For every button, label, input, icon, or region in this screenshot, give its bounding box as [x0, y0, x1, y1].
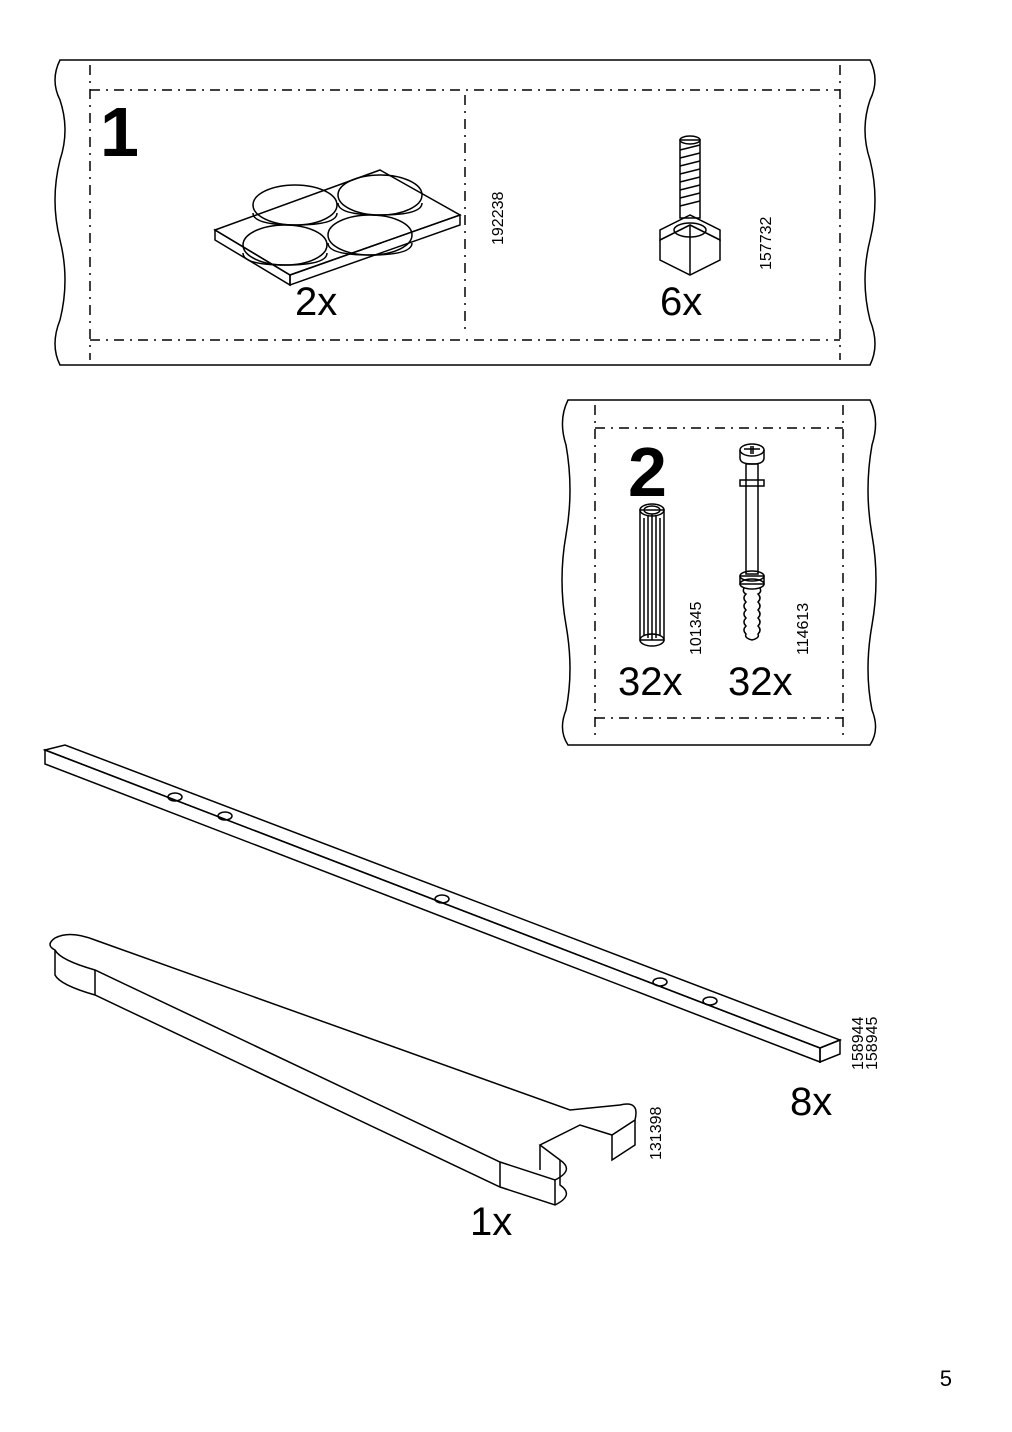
item-assembly-screw — [740, 444, 764, 640]
partno-screw: 114613 — [795, 603, 813, 655]
qty-hexbolt: 6x — [660, 280, 702, 325]
qty-screw: 32x — [728, 660, 793, 705]
item-hex-bolt — [660, 136, 720, 275]
bag-2-label: 2 — [628, 432, 667, 512]
item-pads — [215, 170, 460, 285]
qty-dowel: 32x — [618, 660, 683, 705]
partno-pads: 192238 — [490, 192, 508, 245]
partno-strip-b: 158945 — [864, 1017, 882, 1070]
page-number: 5 — [940, 1366, 952, 1392]
qty-wrench: 1x — [470, 1200, 512, 1245]
partno-wrench: 131398 — [648, 1107, 666, 1160]
item-wrench — [50, 934, 636, 1205]
qty-strip: 8x — [790, 1080, 832, 1125]
bag-1-outline — [55, 60, 875, 365]
bag-2-outline — [562, 400, 876, 745]
qty-pads: 2x — [295, 280, 337, 325]
item-strip — [45, 745, 840, 1062]
partno-hexbolt: 157732 — [758, 217, 776, 270]
partno-dowel: 101345 — [688, 602, 706, 655]
item-dowel — [640, 504, 664, 646]
bag-1-label: 1 — [100, 92, 139, 172]
instruction-page: 1 2x 192238 6x 157732 2 32x 101345 32x 1… — [0, 0, 1012, 1432]
